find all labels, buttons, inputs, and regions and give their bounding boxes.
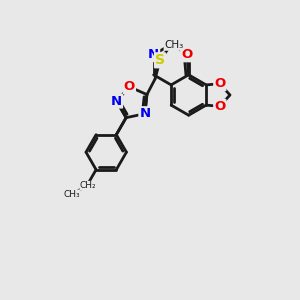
Text: S: S [155,53,165,67]
Text: O: O [181,48,193,61]
Text: O: O [124,80,135,93]
Text: CH₃: CH₃ [64,190,80,199]
Text: CH₃: CH₃ [164,40,183,50]
Text: N: N [139,107,151,120]
Text: CH₂: CH₂ [80,181,97,190]
Text: N: N [148,48,159,61]
Text: O: O [214,100,225,113]
Text: N: N [183,48,194,61]
Text: N: N [111,94,122,107]
Text: O: O [214,77,225,90]
